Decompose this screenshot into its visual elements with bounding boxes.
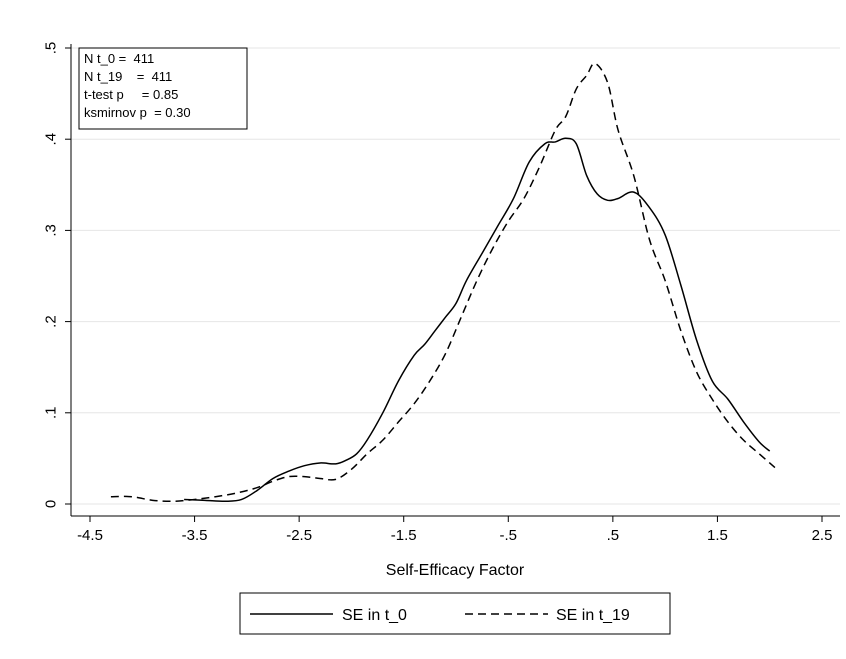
y-tick-label: .3 xyxy=(43,224,60,237)
y-tick-label: .1 xyxy=(43,407,60,420)
y-tick-label: .2 xyxy=(43,315,60,328)
x-tick-label: .5 xyxy=(607,527,620,544)
legend-label-t19: SE in t_19 xyxy=(556,607,630,624)
stats-box: N t_0 = 411 N t_19 = 411 t-test p = 0.85… xyxy=(78,47,248,130)
x-tick-label: -4.5 xyxy=(77,527,103,544)
legend: SE in t_0 SE in t_19 xyxy=(239,592,671,635)
x-tick-label: 2.5 xyxy=(812,527,833,544)
y-ticks: 0 .1 .2 .3 .4 .5 xyxy=(43,42,71,508)
series-line-t19 xyxy=(110,62,776,503)
stats-line-n-t19: N t_19 = 411 xyxy=(84,69,172,84)
x-tick-label: -2.5 xyxy=(286,527,312,544)
axes xyxy=(70,44,840,517)
x-tick-label: 1.5 xyxy=(707,527,728,544)
x-axis-title: Self-Efficacy Factor xyxy=(386,562,525,579)
x-ticks: -4.5 -3.5 -2.5 -1.5 -.5 .5 1.5 2.5 xyxy=(77,516,832,544)
series-line-t0 xyxy=(184,137,771,503)
x-tick-label: -1.5 xyxy=(391,527,417,544)
series-lines xyxy=(110,62,776,503)
y-tick-label: 0 xyxy=(43,500,60,508)
y-tick-label: .5 xyxy=(43,42,60,55)
x-tick-label: -3.5 xyxy=(182,527,208,544)
x-tick-label: -.5 xyxy=(500,527,518,544)
stats-line-ksmirnov: ksmirnov p = 0.30 xyxy=(84,105,191,120)
stats-line-ttest: t-test p = 0.85 xyxy=(84,87,178,102)
stats-line-n-t0: N t_0 = 411 xyxy=(84,51,154,66)
y-tick-label: .4 xyxy=(43,133,60,146)
legend-label-t0: SE in t_0 xyxy=(342,607,407,624)
stats-box-border xyxy=(78,47,248,130)
grid-lines xyxy=(71,47,840,505)
